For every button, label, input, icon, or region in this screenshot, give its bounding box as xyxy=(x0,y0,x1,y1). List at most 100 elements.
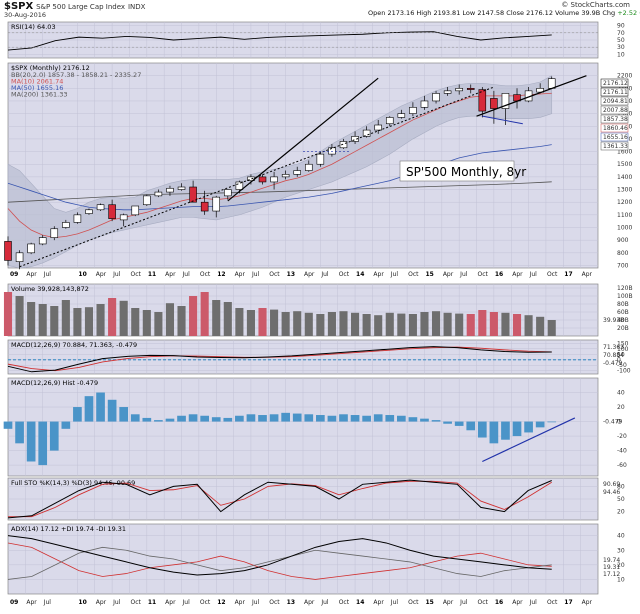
volume-bar xyxy=(235,308,244,336)
adx-last-label: 17.12 xyxy=(603,571,620,578)
volume-bar xyxy=(108,298,117,336)
trendline-recent xyxy=(476,75,587,117)
macd-hist-bar xyxy=(420,418,429,422)
adx-last-label: 19.31 xyxy=(603,564,620,571)
macd-hist-bar xyxy=(339,414,348,422)
price-last-label: 2094.81 xyxy=(603,98,628,105)
sto-d-line xyxy=(8,480,552,518)
chart-header: $SPX S&P 500 Large Cap Index INDX xyxy=(4,1,145,12)
stochastic-tick-label: 80 xyxy=(617,483,625,490)
x-axis-year-label: 10 xyxy=(78,271,86,278)
volume-bar xyxy=(200,292,209,336)
volume-tick-label: 40B xyxy=(617,317,629,324)
macd-hist-bar xyxy=(119,407,129,422)
candle-body xyxy=(339,141,348,149)
stochastic-tick-label: 20 xyxy=(617,509,625,516)
x-axis-year-label: 17 xyxy=(564,599,572,606)
volume-bar xyxy=(547,320,556,336)
annotation-box xyxy=(399,160,515,182)
rsi-line xyxy=(7,31,552,51)
candle-body xyxy=(73,214,82,223)
x-axis-year-label: 11 xyxy=(148,599,156,606)
macd-hist-bar xyxy=(454,421,464,426)
volume-bar xyxy=(84,307,94,336)
volume-bar xyxy=(408,314,417,336)
macd-hist-bar xyxy=(211,417,221,422)
x-axis-month-label: Oct xyxy=(339,599,350,606)
candle-body xyxy=(108,204,116,219)
candle-body xyxy=(224,189,232,197)
price-tick-label: 2200 xyxy=(617,73,632,80)
macd-hist-bar xyxy=(15,421,24,444)
macd-last-label: 70.884 xyxy=(603,352,624,359)
macd-hist-bar xyxy=(200,415,210,422)
price-last-label: 1361.33 xyxy=(603,143,628,150)
macd-hist-bar xyxy=(512,421,522,437)
candle-body xyxy=(62,222,70,228)
macd-hist-bar xyxy=(61,421,71,429)
x-axis-month-label: Apr xyxy=(512,599,523,606)
x-axis-month-label: Apr xyxy=(26,271,37,278)
adx-tick-label: 20 xyxy=(617,562,625,569)
volume-bar xyxy=(15,296,24,336)
exchange: INDX xyxy=(127,3,146,11)
x-axis-month-label: Oct xyxy=(408,271,419,278)
volume-bar xyxy=(374,315,383,336)
volume-bar xyxy=(536,316,545,336)
rsi-tick-label: 10 xyxy=(617,51,625,58)
price-last-box xyxy=(600,78,629,88)
macd-hist-bar xyxy=(304,414,314,422)
candle-body xyxy=(212,196,221,212)
x-axis-year-label: 11 xyxy=(148,271,156,278)
macd-hist-bar xyxy=(408,417,418,422)
adx-tick-label: 10 xyxy=(617,576,625,583)
x-axis-month-label: Apr xyxy=(443,599,454,606)
price-last-box xyxy=(600,87,629,97)
macd-hist-bar xyxy=(362,415,371,422)
price-legend-line: MA(10) 2061.74 xyxy=(11,78,63,86)
x-axis-month-label: Jul xyxy=(43,599,52,606)
macd-hist-bar xyxy=(154,420,163,422)
price-last-box xyxy=(600,141,629,151)
volume-bar xyxy=(38,304,47,336)
macd-hist-bar xyxy=(223,417,233,422)
volume-bar xyxy=(466,314,475,336)
x-axis-month-label: Jul xyxy=(43,271,52,278)
macd-tick-label: -100 xyxy=(617,368,631,375)
volume-bar xyxy=(339,311,348,336)
candle-body xyxy=(189,186,197,203)
x-axis-month-label: Apr xyxy=(304,271,315,278)
price-tick-label: 1600 xyxy=(617,149,632,156)
stochastic-legend: Full STO %K(14,3) %D(3) 94.46, 90.69 xyxy=(11,479,135,487)
x-axis-month-label: Apr xyxy=(373,599,384,606)
volume-bar xyxy=(443,312,452,336)
stochastic-tick-label: 50 xyxy=(617,496,625,503)
x-axis-year-label: 14 xyxy=(356,599,364,606)
macd-hist-bar xyxy=(165,418,175,422)
x-axis-month-label: Oct xyxy=(130,271,141,278)
x-axis-year-label: 09 xyxy=(10,599,18,606)
volume-legend: Volume 39,928,143,872 xyxy=(11,285,89,293)
macd-hist-bar xyxy=(501,421,510,440)
x-axis-month-label: Jul xyxy=(390,599,399,606)
candle-body xyxy=(200,201,209,212)
candle-body xyxy=(258,176,267,183)
adx-plus-di-line xyxy=(7,546,552,580)
x-axis-month-label: Apr xyxy=(443,271,454,278)
candle-body xyxy=(385,117,394,125)
volume-bar xyxy=(385,312,394,336)
volume-bar xyxy=(258,308,267,336)
x-axis-year-label: 12 xyxy=(217,599,225,606)
x-axis-month-label: Jul xyxy=(251,271,260,278)
hist-trendline xyxy=(482,417,576,463)
macd_hist-tick-label: -20 xyxy=(617,433,627,440)
candle-body xyxy=(85,209,93,214)
x-axis-month-label: Oct xyxy=(547,599,558,606)
macd-last-label: -0.479 xyxy=(603,360,623,367)
volume-bar xyxy=(131,308,140,336)
macd-hist-bar xyxy=(477,421,487,438)
macd-hist-bar xyxy=(547,421,557,423)
x-axis-month-label: Apr xyxy=(165,271,176,278)
price-last-box xyxy=(600,114,629,124)
